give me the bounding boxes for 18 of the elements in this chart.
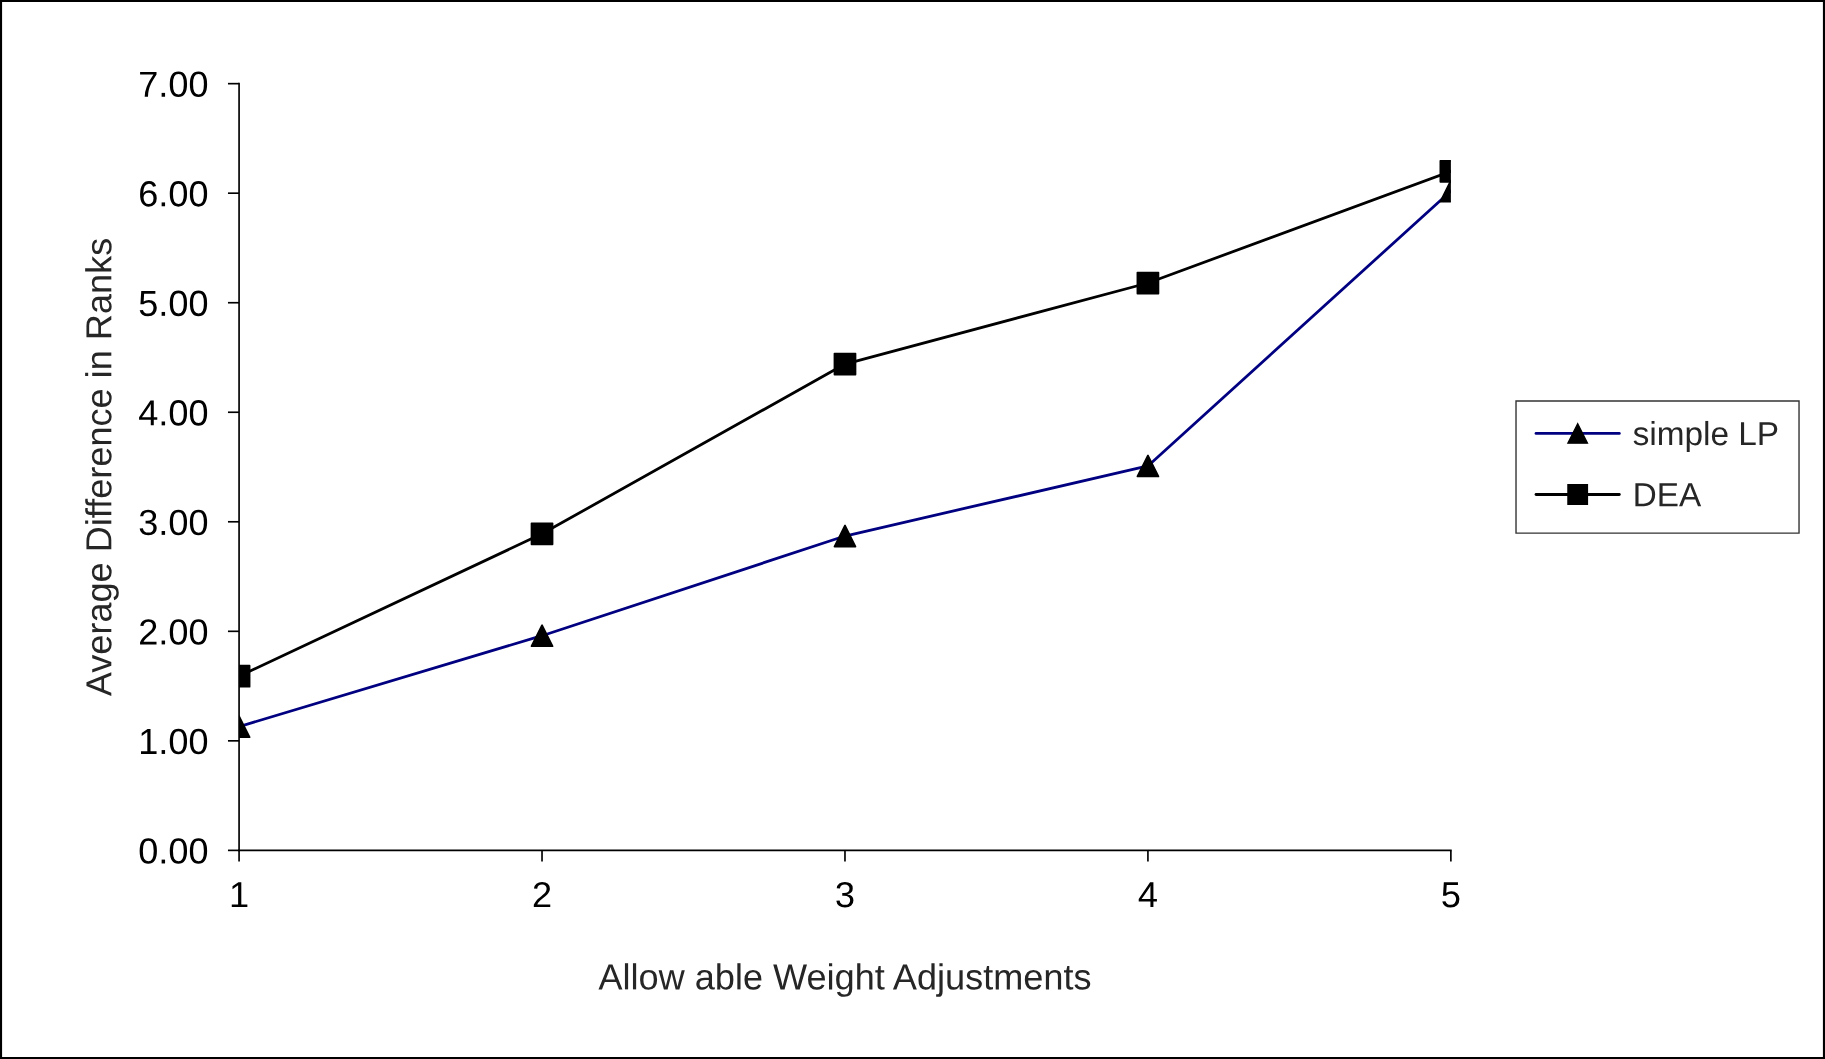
y-tick-label: 1.00	[141, 728, 208, 755]
y-tick-label: 5.00	[139, 290, 208, 317]
x-tick-label: 4	[1138, 882, 1157, 908]
x-tick-label: 3	[836, 881, 854, 908]
point	[833, 352, 857, 376]
y-axis-title: Average Difference in Ranks	[85, 239, 119, 697]
x-axis-title: Allow able Weight Adjustments	[598, 963, 1091, 997]
x-tick-label: 1	[231, 882, 248, 908]
y-tick-label: 0.00	[139, 838, 208, 864]
y-tick-label: 2.00	[140, 619, 208, 645]
y-tick-label: 7.00	[140, 71, 208, 98]
x-tick-label: 5	[1442, 882, 1460, 908]
y-tick-label: 3.00	[139, 509, 208, 536]
y-tick-label: 6.00	[140, 181, 208, 207]
x-tick-label: 2	[533, 881, 551, 908]
y-tick-label: 4.00	[139, 400, 208, 426]
legend-label: simple LP	[1633, 420, 1778, 453]
legend-label: DEA	[1635, 483, 1702, 507]
